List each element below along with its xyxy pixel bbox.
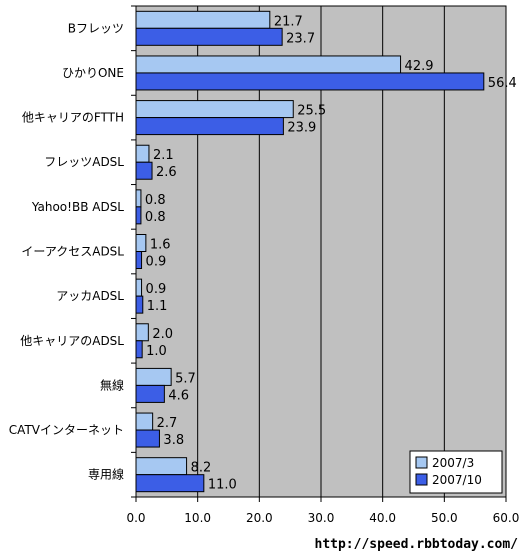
value-label: 3.8: [163, 433, 184, 448]
bar-series-1: [135, 189, 142, 208]
legend-swatch: [415, 456, 428, 469]
x-tick-label: 50.0: [431, 511, 458, 525]
value-label: 4.6: [168, 388, 189, 403]
bar-series-2: [135, 161, 153, 180]
legend: 2007/3 2007/10: [409, 450, 503, 494]
value-label: 56.4: [488, 76, 517, 91]
bar-series-2: [135, 72, 485, 91]
value-label: 23.9: [287, 121, 316, 136]
bar-series-1: [135, 278, 143, 297]
category-label: 無線: [100, 377, 124, 392]
bar-series-2: [135, 27, 283, 46]
category-label: 他キャリアのADSL: [20, 334, 124, 348]
bar-series-1: [135, 55, 402, 74]
category-label: Yahoo!BB ADSL: [31, 200, 124, 214]
bar-series-1: [135, 234, 147, 252]
bar-series-2: [135, 295, 144, 314]
value-labels: 21.7 23.7 42.9 56.4 25.5 23.9 2.1 2.6 0.8 0.8 1.6 0…: [145, 14, 517, 492]
category-label: Bフレッツ: [68, 21, 124, 35]
bar-series-1: [135, 100, 294, 119]
bar-series-1: [135, 367, 172, 386]
value-label: 2.0: [152, 327, 173, 342]
x-tick-label: 60.0: [493, 511, 520, 525]
x-tick-label: 40.0: [369, 511, 396, 525]
category-label: フレッツADSL: [44, 155, 124, 169]
x-tick-label: 0.0: [126, 511, 145, 525]
bars: [135, 10, 485, 493]
category-label: ひかりONE: [62, 66, 124, 80]
x-tick-label: 20.0: [246, 511, 273, 525]
bar-series-1: [135, 457, 188, 476]
bar-series-2: [135, 206, 142, 225]
value-label: 2.6: [156, 165, 177, 180]
category-label: CATVインターネット: [9, 423, 124, 437]
axes: [131, 5, 507, 502]
value-label: 25.5: [297, 104, 326, 119]
value-label: 21.7: [274, 14, 303, 29]
value-label: 8.2: [191, 461, 212, 476]
category-label: アッカADSL: [56, 289, 124, 303]
bar-series-2: [135, 340, 143, 359]
value-label: 1.0: [146, 344, 167, 359]
legend-label: 2007/10: [432, 473, 482, 487]
legend-swatch: [415, 473, 428, 486]
bar-series-1: [135, 144, 150, 163]
bar-series-1: [135, 10, 271, 29]
legend-label: 2007/3: [432, 456, 474, 470]
value-label: 0.9: [146, 282, 167, 297]
x-tick-label: 30.0: [308, 511, 335, 525]
value-label: 2.1: [153, 148, 174, 163]
value-label: 5.7: [175, 371, 196, 386]
value-label: 1.1: [147, 299, 168, 314]
category-label: 他キャリアのFTTH: [22, 111, 124, 125]
bar-series-2: [135, 384, 165, 403]
bar-series-1: [135, 412, 154, 431]
value-label: 0.8: [145, 193, 166, 208]
category-label: 専用線: [88, 467, 124, 482]
value-label: 42.9: [405, 59, 434, 74]
value-label: 11.0: [208, 478, 237, 493]
value-label: 0.8: [145, 210, 166, 225]
x-tick-labels: 0.0 10.0 20.0 30.0 40.0 50.0 60.0: [126, 511, 519, 525]
bar-series-1: [135, 323, 149, 342]
bar-series-2: [135, 429, 160, 448]
category-label: イーアクセスADSL: [21, 245, 124, 259]
bar-series-2: [135, 474, 205, 493]
x-tick-label: 10.0: [184, 511, 211, 525]
bar-series-2: [135, 117, 284, 136]
value-label: 0.9: [146, 255, 167, 270]
bar-series-2: [135, 251, 143, 269]
value-label: 2.7: [157, 416, 178, 431]
source-url: http://speed.rbbtoday.com/: [315, 537, 519, 552]
value-label: 1.6: [150, 238, 171, 253]
value-label: 23.7: [286, 31, 315, 46]
